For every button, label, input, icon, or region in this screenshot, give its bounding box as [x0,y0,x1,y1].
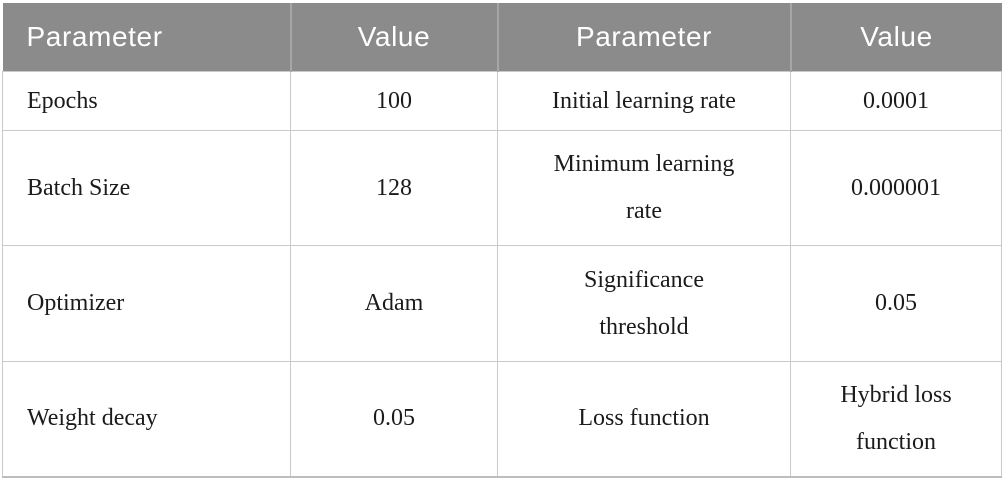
value-cell: 128 [290,130,498,246]
param-cell: Significance threshold [497,245,791,362]
value-cell: 100 [290,71,498,131]
hyperparameters-table: Parameter Value Parameter Value Epochs 1… [2,3,1002,478]
value-cell: Hybrid loss function [790,361,1002,477]
value-cell: 0.000001 [790,130,1002,246]
value-cell: 0.05 [290,361,498,477]
param-cell: Initial learning rate [497,71,791,131]
value-cell: 0.0001 [790,71,1002,131]
header-value-left: Value [289,3,498,72]
header-parameter-right: Parameter [496,3,791,72]
table-row: Weight decay 0.05 Loss function Hybrid l… [2,361,1002,477]
table-row: Epochs 100 Initial learning rate 0.0001 [2,71,1002,131]
table-row: Optimizer Adam Significance threshold 0.… [2,245,1002,362]
value-cell: Adam [290,245,498,362]
value-cell: 0.05 [790,245,1002,362]
header-value-right: Value [789,3,1002,72]
param-cell: Weight decay [2,361,291,477]
param-cell: Epochs [2,71,291,131]
param-cell: Minimum learning rate [497,130,791,246]
param-cell: Optimizer [2,245,291,362]
param-cell: Batch Size [2,130,291,246]
header-parameter-left: Parameter [2,3,291,72]
table-row: Batch Size 128 Minimum learning rate 0.0… [2,130,1002,246]
header-row: Parameter Value Parameter Value [2,3,1002,72]
param-cell: Loss function [497,361,791,477]
